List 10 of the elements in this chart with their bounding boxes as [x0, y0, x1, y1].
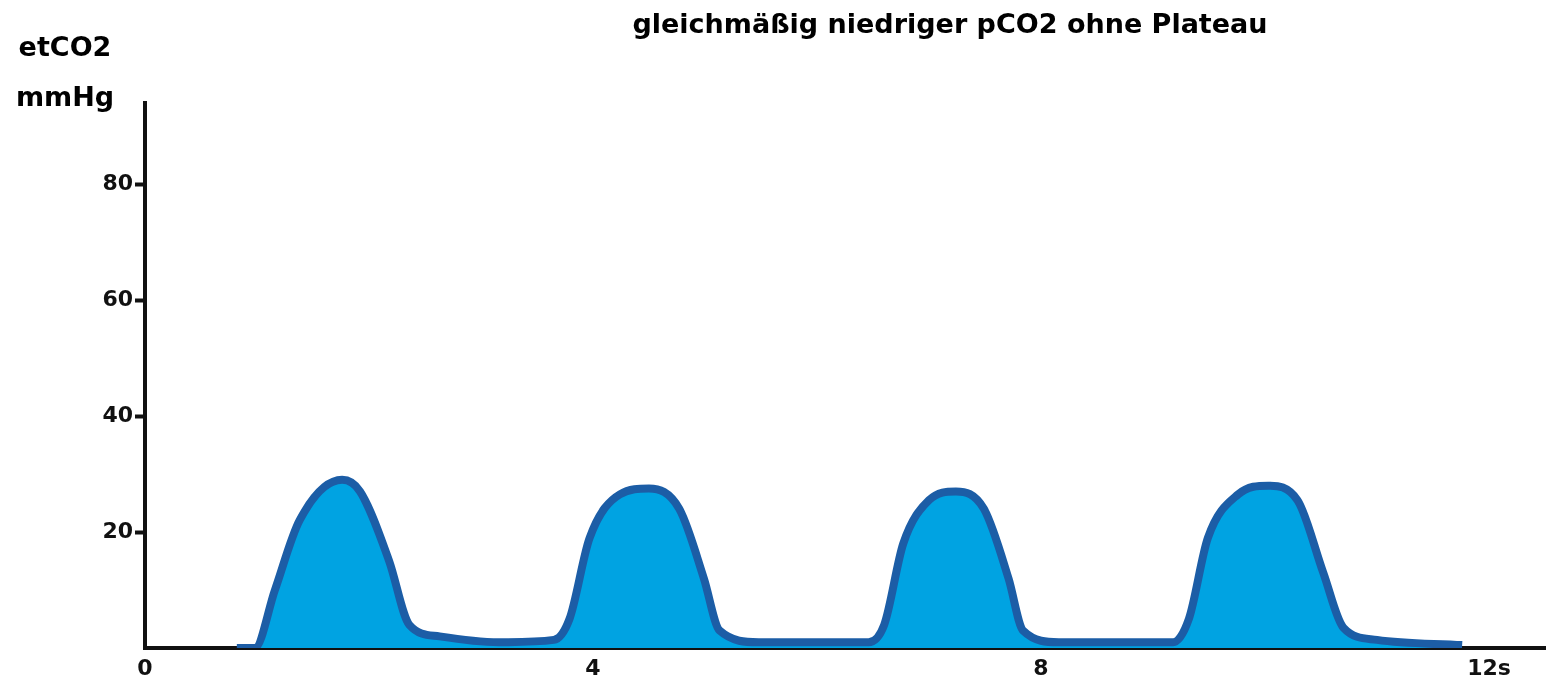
x-tick-label: 8 [1033, 654, 1049, 680]
y-tick-label: 80 [102, 169, 133, 195]
chart-title: gleichmäßig niedriger pCO2 ohne Plateau [631, 8, 1269, 39]
x-tick-label: 0 [137, 654, 153, 680]
x-tick-label: 12s [1467, 654, 1511, 680]
y-tick-label: 40 [102, 401, 133, 427]
y-tick-label: 60 [102, 285, 133, 311]
y-tick-label: 20 [102, 517, 133, 543]
y-axis-title: etCO2 mmHg [14, 30, 116, 114]
x-tick-label: 4 [585, 654, 601, 680]
